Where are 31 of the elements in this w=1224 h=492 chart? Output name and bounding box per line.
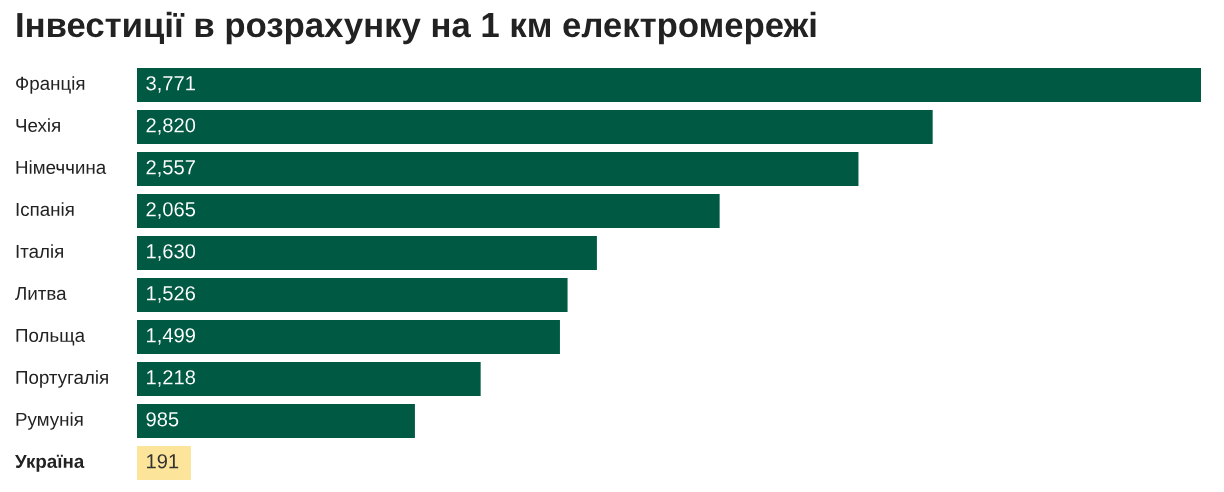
bar bbox=[137, 445, 191, 481]
data-label: 1,526 bbox=[147, 286, 196, 303]
y-tick-label: Португалія bbox=[16, 370, 108, 388]
data-label: 1,218 bbox=[147, 370, 196, 387]
y-tick-label: Україна bbox=[15, 454, 85, 472]
y-tick-label: Іспанія bbox=[16, 202, 74, 217]
bar bbox=[137, 235, 597, 271]
y-tick-label: Німеччина bbox=[16, 160, 107, 175]
y-tick-label: Італія bbox=[16, 244, 63, 259]
bar bbox=[137, 67, 1201, 103]
data-label: 3,771 bbox=[146, 76, 195, 93]
bar bbox=[137, 151, 859, 187]
data-label: 1,630 bbox=[147, 244, 196, 261]
data-label: 985 bbox=[146, 412, 179, 427]
bar bbox=[137, 403, 415, 439]
chart-title: Інвестиції в розрахунку на 1 км електромережі bbox=[17, 11, 816, 45]
y-tick-label: Литва bbox=[15, 286, 67, 301]
bar bbox=[137, 109, 933, 145]
bar bbox=[137, 193, 720, 229]
data-label: 2,065 bbox=[146, 202, 196, 219]
bar bbox=[137, 319, 560, 355]
y-tick-label: Чехія bbox=[16, 118, 60, 133]
y-tick-label: Польща bbox=[16, 328, 86, 346]
bar bbox=[137, 361, 481, 397]
y-tick-label: Румунія bbox=[16, 412, 83, 430]
data-label: 2,557 bbox=[146, 160, 195, 177]
data-label: 2,820 bbox=[146, 118, 196, 135]
bar bbox=[137, 277, 568, 313]
data-label: 1,499 bbox=[147, 328, 195, 345]
y-tick-label: Франція bbox=[16, 76, 85, 94]
data-label: 191 bbox=[147, 454, 179, 469]
